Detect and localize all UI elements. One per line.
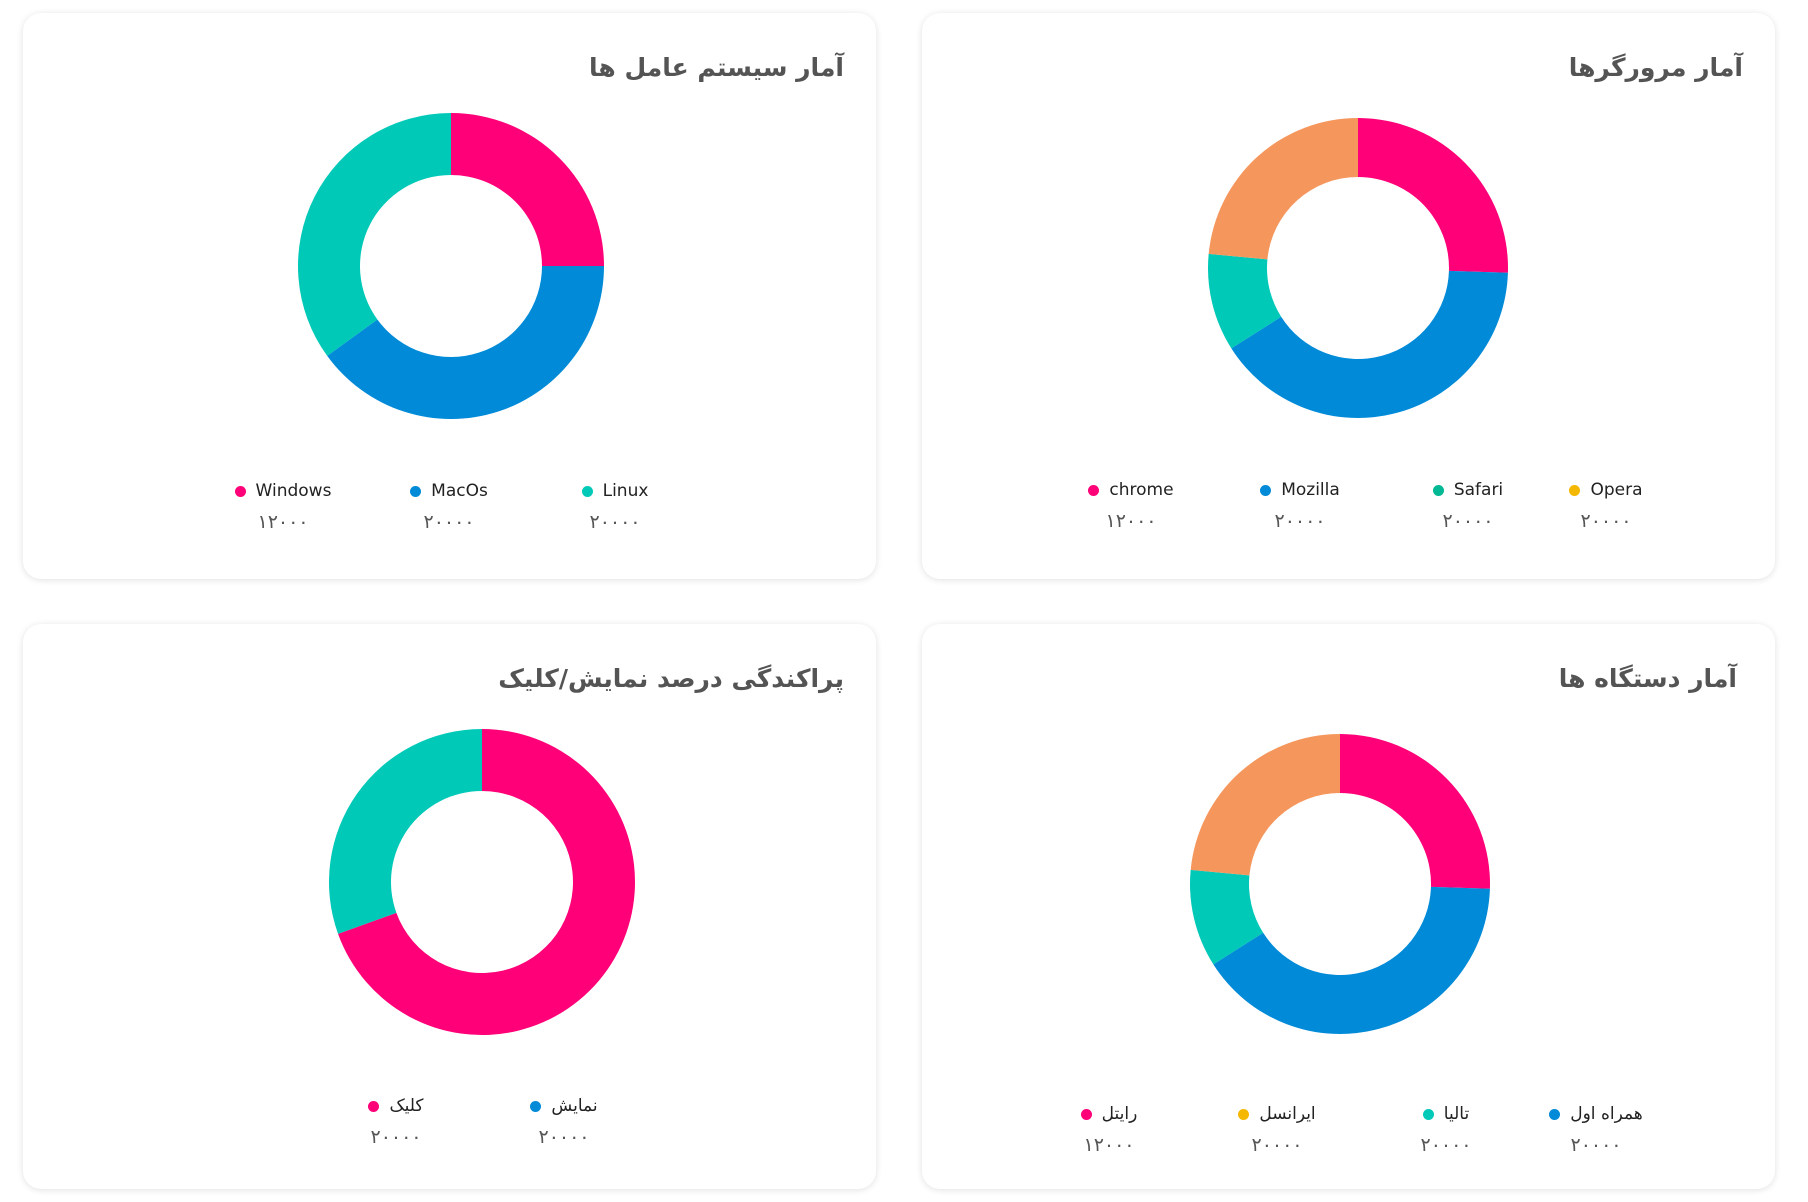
legend-label: همراه اول [1570, 1104, 1643, 1124]
legend-dot-icon [368, 1100, 380, 1112]
devices-slice-1[interactable] [1213, 886, 1490, 1034]
os-slice-0[interactable] [451, 113, 604, 266]
devices-donut-chart [1190, 734, 1490, 1034]
ctr-slice-0[interactable] [338, 729, 636, 1035]
ctr-legend-item[interactable]: کلیک ۲۰۰۰۰ [316, 1096, 476, 1148]
devices-legend-item[interactable]: ایرانسل ۲۰۰۰۰ [1197, 1104, 1357, 1156]
legend-label: MacOs [431, 481, 488, 501]
devices-slice-2[interactable] [1190, 869, 1264, 965]
os-slice-1[interactable] [327, 266, 604, 420]
legend-value: ۲۰۰۰۰ [1442, 510, 1494, 532]
os-legend-item[interactable]: MacOs ۲۰۰۰۰ [369, 481, 529, 533]
legend-label: تالیا [1443, 1104, 1470, 1124]
legend-label: نمایش [551, 1096, 598, 1116]
legend-entry: Windows [203, 481, 363, 501]
browsers-legend-item[interactable]: Safari ۲۰۰۰۰ [1388, 480, 1548, 532]
os-chart-title: آمار سیستم عامل ها [589, 53, 844, 82]
legend-value: ۱۲۰۰۰ [257, 511, 309, 533]
legend-label: chrome [1109, 480, 1174, 500]
browsers-slice-2[interactable] [1208, 253, 1282, 349]
legend-label: Linux [602, 481, 649, 501]
browsers-donut-chart [1208, 118, 1508, 419]
legend-label: کلیک [389, 1096, 424, 1116]
legend-entry: Linux [535, 481, 695, 501]
legend-dot-icon [1549, 1108, 1561, 1120]
legend-dot-icon [1238, 1108, 1250, 1120]
legend-value: ۲۰۰۰۰ [589, 511, 641, 533]
os-slice-2[interactable] [297, 113, 451, 356]
devices-chart-title: آمار دستگاه ها [1558, 664, 1737, 693]
legend-entry: رایتل [1029, 1104, 1189, 1124]
legend-dot-icon [1569, 484, 1581, 496]
legend-dot-icon [1080, 1108, 1092, 1120]
browsers-legend-item[interactable]: chrome ۱۲۰۰۰ [1051, 480, 1211, 532]
legend-dot-icon [1088, 484, 1100, 496]
legend-value: ۱۲۰۰۰ [1083, 1134, 1135, 1156]
legend-value: ۲۰۰۰۰ [538, 1126, 590, 1148]
devices-slice-0[interactable] [1340, 734, 1490, 889]
legend-entry: Mozilla [1220, 480, 1380, 500]
devices-card: آمار دستگاه ها رایتل ۱۲۰۰۰ ایرانسل ۲۰۰۰۰ تال… [922, 624, 1775, 1189]
legend-value: ۲۰۰۰۰ [370, 1126, 422, 1148]
legend-label: Windows [255, 481, 332, 501]
devices-legend-item[interactable]: تالیا ۲۰۰۰۰ [1366, 1104, 1526, 1156]
legend-entry: Safari [1388, 480, 1548, 500]
legend-value: ۲۰۰۰۰ [1274, 510, 1326, 532]
devices-slice-3[interactable] [1190, 734, 1340, 876]
legend-value: ۲۰۰۰۰ [423, 511, 475, 533]
browsers-chart-title: آمار مرورگرها [1568, 53, 1743, 82]
legend-label: Mozilla [1281, 480, 1340, 500]
os-card: آمار سیستم عامل ها Windows ۱۲۰۰۰ MacOs ۲۰۰۰… [23, 13, 876, 579]
ctr-slice-1[interactable] [329, 729, 482, 934]
legend-dot-icon [530, 1100, 542, 1112]
ctr-donut-chart [329, 729, 636, 1035]
os-donut-chart [297, 113, 604, 420]
legend-label: Safari [1453, 480, 1504, 500]
browsers-legend-item[interactable]: Opera ۲۰۰۰۰ [1526, 480, 1686, 532]
os-legend-item[interactable]: Windows ۱۲۰۰۰ [203, 481, 363, 533]
legend-entry: تالیا [1366, 1104, 1526, 1124]
legend-dot-icon [1432, 484, 1444, 496]
devices-legend-item[interactable]: رایتل ۱۲۰۰۰ [1029, 1104, 1189, 1156]
legend-value: ۱۲۰۰۰ [1105, 510, 1157, 532]
devices-legend-item[interactable]: همراه اول ۲۰۰۰۰ [1516, 1104, 1676, 1156]
legend-value: ۲۰۰۰۰ [1251, 1134, 1303, 1156]
legend-dot-icon [1422, 1108, 1434, 1120]
legend-dot-icon [234, 485, 246, 497]
browsers-slice-3[interactable] [1208, 118, 1358, 260]
legend-dot-icon [1260, 484, 1272, 496]
legend-entry: نمایش [484, 1096, 644, 1116]
browsers-card: آمار مرورگرها chrome ۱۲۰۰۰ Mozilla ۲۰۰۰۰ Saf… [922, 13, 1775, 579]
os-legend-item[interactable]: Linux ۲۰۰۰۰ [535, 481, 695, 533]
legend-label: ایرانسل [1259, 1104, 1316, 1124]
browsers-legend-item[interactable]: Mozilla ۲۰۰۰۰ [1220, 480, 1380, 532]
browsers-slice-0[interactable] [1358, 118, 1508, 273]
ctr-legend-item[interactable]: نمایش ۲۰۰۰۰ [484, 1096, 644, 1148]
legend-entry: MacOs [369, 481, 529, 501]
ctr-card: پراکندگی درصد نمایش/کلیک کلیک ۲۰۰۰۰ نمایش ۲… [23, 624, 876, 1189]
legend-entry: Opera [1526, 480, 1686, 500]
legend-value: ۲۰۰۰۰ [1570, 1134, 1622, 1156]
legend-entry: کلیک [316, 1096, 476, 1116]
legend-entry: chrome [1051, 480, 1211, 500]
legend-dot-icon [581, 485, 593, 497]
browsers-slice-1[interactable] [1231, 270, 1508, 419]
ctr-chart-title: پراکندگی درصد نمایش/کلیک [498, 664, 844, 693]
legend-label: Opera [1590, 480, 1643, 500]
legend-value: ۲۰۰۰۰ [1580, 510, 1632, 532]
legend-entry: همراه اول [1516, 1104, 1676, 1124]
legend-label: رایتل [1101, 1104, 1138, 1124]
legend-entry: ایرانسل [1197, 1104, 1357, 1124]
legend-value: ۲۰۰۰۰ [1420, 1134, 1472, 1156]
legend-dot-icon [410, 485, 422, 497]
